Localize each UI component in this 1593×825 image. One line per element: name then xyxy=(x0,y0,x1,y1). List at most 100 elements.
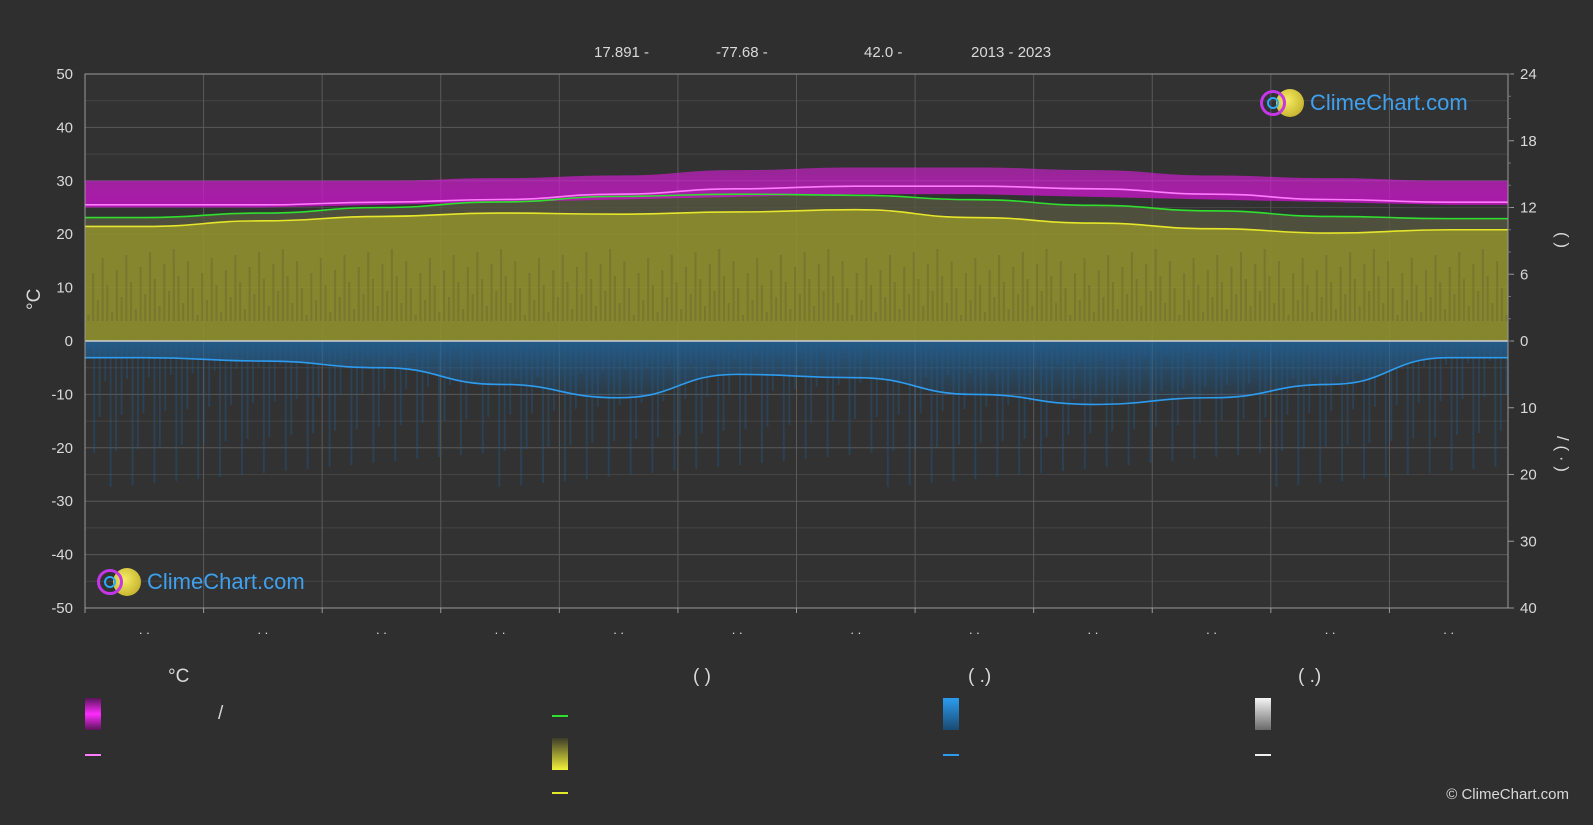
sunshine-daily-bar xyxy=(1462,279,1465,321)
precipitation-daily-bar xyxy=(1423,341,1426,367)
precipitation-daily-bar xyxy=(1029,341,1032,403)
sunshine-daily-bar xyxy=(741,315,744,321)
precipitation-daily-bar xyxy=(448,341,451,385)
sunshine-daily-bar xyxy=(1083,258,1086,321)
sunshine-daily-bar xyxy=(400,303,403,321)
precipitation-daily-bar xyxy=(689,341,692,363)
precipitation-daily-bar xyxy=(427,341,430,387)
precipitation-daily-bar xyxy=(908,341,911,485)
elevation-label: 42.0 - xyxy=(864,44,903,61)
precipitation-daily-bar xyxy=(235,341,238,369)
precipitation-daily-bar xyxy=(930,341,933,483)
precipitation-daily-bar xyxy=(1466,341,1469,363)
sunshine-daily-bar xyxy=(490,264,493,321)
legend-rain-avg-swatch xyxy=(943,754,959,756)
sunshine-daily-bar xyxy=(718,249,721,321)
sunshine-daily-bar xyxy=(495,291,498,321)
sunshine-daily-bar xyxy=(998,255,1001,321)
precipitation-daily-bar xyxy=(547,341,550,447)
sunshine-daily-bar xyxy=(1240,252,1243,321)
precipitation-daily-bar xyxy=(131,341,134,485)
precipitation-daily-bar xyxy=(147,341,150,377)
sunshine-daily-bar xyxy=(855,273,858,321)
sunshine-daily-bar xyxy=(841,261,844,321)
precipitation-daily-bar xyxy=(175,341,178,481)
sunshine-daily-bar xyxy=(163,264,166,321)
precipitation-daily-bar xyxy=(355,341,358,429)
precipitation-daily-bar xyxy=(1111,341,1114,431)
precipitation-daily-bar xyxy=(1505,341,1508,395)
sunshine-daily-bar xyxy=(870,285,873,321)
sunshine-daily-bar xyxy=(765,312,768,321)
precipitation-daily-bar xyxy=(350,341,353,465)
precipitation-daily-bar xyxy=(837,341,840,385)
precipitation-daily-bar xyxy=(339,341,342,395)
right-top-tick-label: 6 xyxy=(1520,266,1528,283)
sunshine-daily-bar xyxy=(656,312,659,321)
sunshine-daily-bar xyxy=(903,267,906,321)
precipitation-daily-bar xyxy=(1286,341,1289,415)
sunshine-daily-bar xyxy=(215,285,218,321)
logo-top[interactable]: ClimeChart.com xyxy=(1260,89,1468,117)
sunshine-daily-bar xyxy=(1145,264,1148,321)
sunshine-daily-bar xyxy=(680,309,683,321)
precipitation-daily-bar xyxy=(1226,341,1229,385)
sunshine-daily-bar xyxy=(675,282,678,321)
sunshine-daily-bar xyxy=(1406,300,1409,321)
sunshine-daily-bar xyxy=(504,276,507,321)
sunshine-daily-bar xyxy=(917,279,920,321)
precipitation-daily-bar xyxy=(1144,341,1147,357)
precipitation-daily-bar xyxy=(1100,341,1103,361)
sunshine-daily-bar xyxy=(296,261,299,321)
right-top-tick-label: 24 xyxy=(1520,66,1537,83)
sunshine-daily-bar xyxy=(201,273,204,321)
precipitation-daily-bar xyxy=(1275,341,1278,487)
precipitation-daily-bar xyxy=(700,341,703,433)
temperature-avg-line xyxy=(85,185,1508,206)
precipitation-daily-bar xyxy=(602,341,605,371)
right-axis-bottom-title: / ( · ) xyxy=(1553,436,1572,472)
precipitation-daily-bar xyxy=(197,341,200,479)
sunshine-daily-bar xyxy=(158,306,161,321)
data-lines xyxy=(84,185,1509,406)
sunshine-daily-bar xyxy=(315,300,318,321)
sunshine-daily-bar xyxy=(101,258,104,321)
precipitation-daily-bar xyxy=(503,341,506,451)
precipitation-daily-bar xyxy=(843,341,846,349)
sunshine-daily-bar xyxy=(1339,267,1342,321)
sunshine-daily-bar xyxy=(1230,267,1233,321)
precipitation-daily-bar xyxy=(1198,341,1201,423)
sunshine-daily-bar xyxy=(443,270,446,321)
sunshine-daily-bar xyxy=(1121,267,1124,321)
precipitation-daily-bar xyxy=(914,341,917,449)
precipitation-daily-bar xyxy=(1335,341,1338,375)
legend-snow-avg-swatch xyxy=(1255,754,1271,756)
sunshine-daily-bar xyxy=(547,312,550,321)
sunshine-daily-bar xyxy=(457,282,460,321)
precipitation-daily-bar xyxy=(1308,341,1311,413)
sunshine-daily-bar xyxy=(941,276,944,321)
sunshine-daily-bar xyxy=(310,273,313,321)
precipitation-daily-bar xyxy=(613,341,616,441)
logo-bottom[interactable]: ClimeChart.com xyxy=(97,568,305,596)
precipitation-daily-bar xyxy=(760,341,763,463)
sunshine-daily-bar xyxy=(1301,258,1304,321)
precipitation-daily-bar xyxy=(323,341,326,361)
left-tick-label: 50 xyxy=(56,66,73,83)
sunshine-daily-bar xyxy=(599,264,602,321)
precipitation-daily-bar xyxy=(1450,341,1453,471)
precipitation-daily-bar xyxy=(788,341,791,425)
sunshine-daily-bar xyxy=(879,270,882,321)
precipitation-daily-bar xyxy=(1018,341,1021,475)
precipitation-daily-bar xyxy=(1412,341,1415,439)
precipitation-daily-bar xyxy=(711,341,714,361)
sunshine-daily-bar xyxy=(798,294,801,321)
precipitation-daily-bar xyxy=(1193,341,1196,459)
precipitation-daily-bar xyxy=(678,341,681,435)
precipitation-daily-bar xyxy=(328,341,331,467)
sunshine-daily-bar xyxy=(239,282,242,321)
sunshine-daily-bar xyxy=(447,297,450,321)
precipitation-daily-bar xyxy=(1456,341,1459,435)
precipitation-daily-bar xyxy=(1045,341,1048,437)
precipitation-daily-bar xyxy=(941,341,944,411)
